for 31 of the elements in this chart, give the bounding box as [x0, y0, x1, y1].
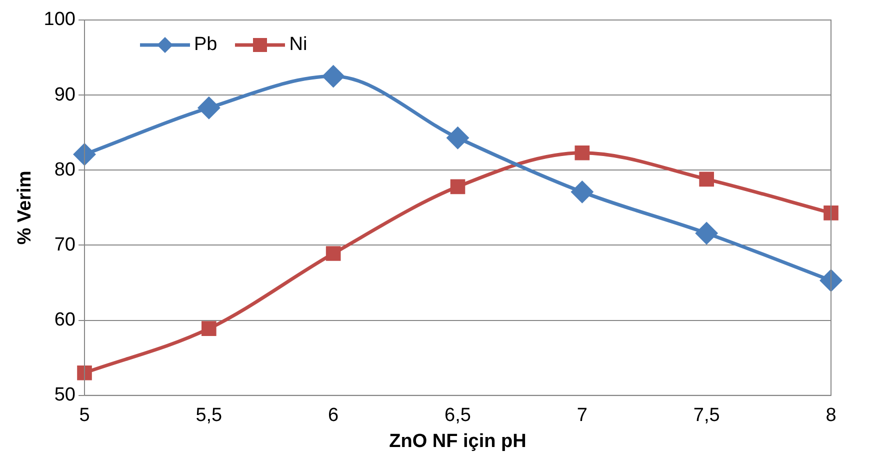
point	[77, 365, 92, 380]
legend-label: Pb	[194, 34, 218, 56]
point	[699, 172, 714, 187]
x-tick-label: 5	[79, 405, 90, 426]
point	[574, 145, 590, 160]
x-axis-title: ZnO NF için pH	[389, 430, 526, 452]
x-tick-label: 5,5	[196, 405, 222, 426]
point	[696, 222, 718, 244]
legend-label: Ni	[289, 34, 308, 56]
y-tick-label: 100	[44, 9, 76, 30]
y-tick-label: 70	[54, 234, 76, 256]
y-tick-label: 60	[54, 310, 76, 331]
point	[322, 66, 344, 88]
y-tick-label: 90	[54, 84, 76, 106]
point	[326, 246, 341, 261]
point	[74, 144, 96, 166]
point	[202, 321, 216, 336]
point	[824, 206, 838, 220]
point	[571, 181, 593, 203]
x-tick-label: 8	[826, 405, 836, 426]
point	[820, 270, 842, 292]
point	[450, 179, 466, 194]
point	[447, 127, 468, 149]
x-tick-label: 6,5	[444, 405, 471, 426]
point	[198, 97, 220, 119]
x-tick-label: 7	[576, 405, 588, 426]
y-axis-title: % Verim	[14, 170, 36, 245]
x-tick-label: 7,5	[693, 405, 720, 426]
y-tick-label: 80	[54, 159, 76, 180]
x-tick-label: 6	[328, 405, 339, 426]
y-tick-label: 50	[54, 384, 76, 406]
